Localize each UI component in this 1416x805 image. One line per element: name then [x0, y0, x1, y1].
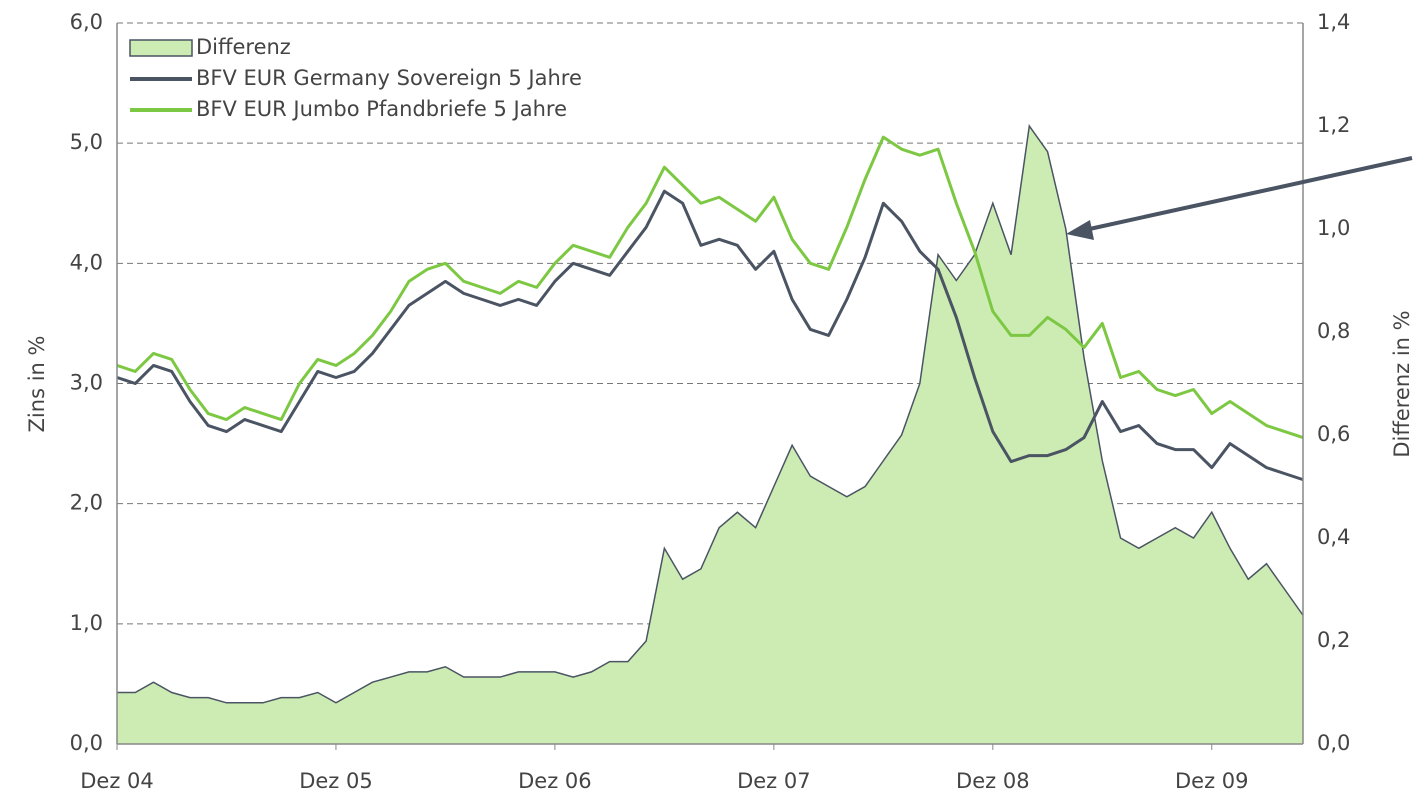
y-axis-label: Zins in %	[25, 336, 49, 433]
y2-axis-label: Differenz in %	[1390, 310, 1414, 457]
x-tick-label: Dez 09	[1175, 769, 1249, 793]
x-tick-label: Dez 05	[299, 769, 373, 793]
y2-tick-label: 0,8	[1317, 319, 1350, 343]
y-tick-label: 6,0	[70, 10, 103, 34]
legend-swatch	[129, 39, 193, 57]
y2-tick-label: 1,0	[1317, 216, 1350, 240]
line	[116, 189, 1304, 482]
y-tick-label: 1,0	[70, 611, 103, 635]
area-outline	[117, 124, 1304, 704]
y2-tick-label: 1,4	[1317, 10, 1350, 34]
y2-tick-label: 0,4	[1317, 525, 1350, 549]
x-tick-label: Dez 08	[956, 769, 1030, 793]
y-tick-label: 5,0	[70, 130, 103, 154]
y2-tick-label: 1,2	[1317, 113, 1350, 137]
legend-label: BFV EUR Jumbo Pfandbriefe 5 Jahre	[196, 97, 567, 121]
y2-tick-label: 0,6	[1317, 422, 1350, 446]
y2-tick-label: 0,2	[1317, 628, 1350, 652]
line	[116, 135, 1304, 439]
y-tick-label: 0,0	[70, 731, 103, 755]
x-tick-label: Dez 06	[518, 769, 592, 793]
y2-tick-label: 0,0	[1317, 731, 1350, 755]
y-tick-label: 4,0	[70, 250, 103, 274]
x-tick-label: Dez 04	[80, 769, 154, 793]
legend-label: BFV EUR Germany Sovereign 5 Jahre	[196, 66, 582, 90]
area	[117, 126, 1303, 744]
arrow-head	[1066, 220, 1094, 240]
x-tick-label: Dez 07	[737, 769, 811, 793]
annotation-arrow	[1084, 156, 1413, 232]
legend-label: Differenz	[196, 35, 291, 59]
y-tick-label: 2,0	[70, 491, 103, 515]
y-tick-label: 3,0	[70, 371, 103, 395]
